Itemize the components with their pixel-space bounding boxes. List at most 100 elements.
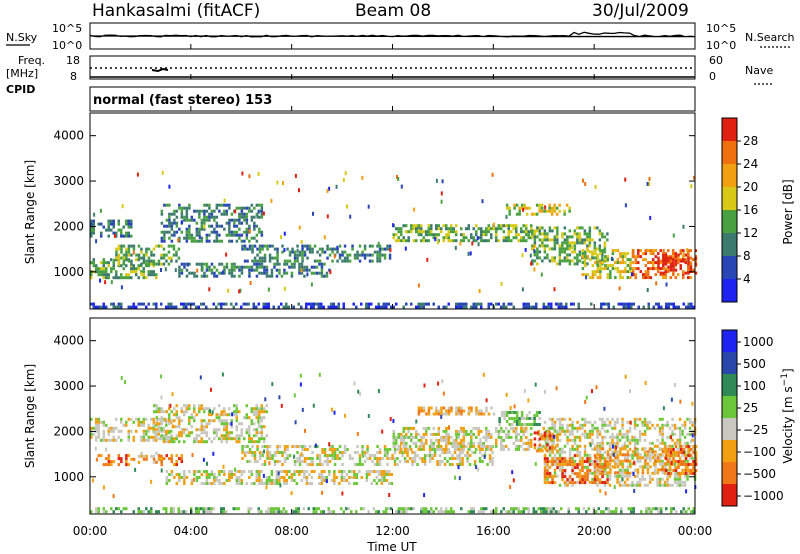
heatmap-cell bbox=[363, 253, 367, 257]
heatmap-cell bbox=[623, 441, 627, 445]
heatmap-cell bbox=[460, 429, 463, 433]
heatmap-cell bbox=[598, 478, 602, 482]
x-tick-label: 16:00 bbox=[476, 524, 511, 538]
heatmap-cell bbox=[668, 465, 672, 469]
heatmap-cell bbox=[466, 454, 469, 457]
heatmap-cell bbox=[275, 470, 279, 473]
heatmap-cell bbox=[566, 435, 569, 439]
heatmap-cell bbox=[632, 471, 635, 476]
heatmap-cell bbox=[210, 440, 213, 444]
heatmap-cell bbox=[661, 447, 664, 451]
heatmap-cell bbox=[641, 456, 645, 460]
heatmap-cell bbox=[388, 493, 391, 497]
heatmap-cell bbox=[178, 236, 181, 240]
heatmap-cell bbox=[208, 233, 211, 237]
heatmap-cell bbox=[406, 454, 409, 457]
heatmap-cell bbox=[588, 229, 592, 233]
heatmap-cell bbox=[627, 507, 630, 511]
heatmap-cell bbox=[578, 235, 582, 239]
heatmap-cell bbox=[150, 273, 153, 277]
heatmap-cell bbox=[548, 209, 551, 213]
heatmap-cell bbox=[550, 510, 553, 514]
heatmap-cell bbox=[510, 426, 513, 430]
heatmap-cell bbox=[606, 481, 609, 485]
heatmap-cell bbox=[583, 238, 587, 242]
heatmap-cell bbox=[510, 224, 513, 228]
heatmap-cell bbox=[601, 259, 604, 263]
heatmap-cell bbox=[601, 256, 604, 260]
heatmap-cell bbox=[558, 426, 562, 430]
heatmap-cell bbox=[652, 264, 655, 268]
heatmap-cell bbox=[629, 276, 632, 280]
heatmap-cell bbox=[507, 233, 510, 237]
heatmap-cell bbox=[532, 507, 535, 511]
heatmap-cell bbox=[183, 431, 186, 435]
heatmap-cell bbox=[195, 262, 199, 266]
heatmap-cell bbox=[348, 457, 352, 460]
heatmap-cell bbox=[480, 510, 483, 514]
heatmap-cell bbox=[495, 236, 498, 240]
heatmap-cell bbox=[195, 428, 198, 432]
heatmap-cell bbox=[155, 302, 158, 306]
heatmap-cell bbox=[442, 438, 445, 442]
heatmap-cell bbox=[639, 465, 642, 469]
heatmap-cell bbox=[649, 215, 652, 220]
heatmap-cell bbox=[276, 180, 279, 185]
heatmap-cell bbox=[477, 302, 480, 306]
heatmap-cell bbox=[538, 244, 542, 248]
heatmap-cell bbox=[205, 215, 209, 219]
heatmap-cell bbox=[632, 273, 635, 277]
heatmap-cell bbox=[527, 305, 530, 309]
heatmap-cell bbox=[608, 462, 612, 466]
heatmap-cell bbox=[550, 302, 553, 306]
heatmap-cell bbox=[323, 476, 326, 479]
heatmap-cell bbox=[378, 256, 382, 260]
heatmap-cell bbox=[92, 432, 95, 436]
heatmap-cell bbox=[203, 419, 206, 423]
heatmap-cell bbox=[348, 482, 351, 485]
heatmap-cell bbox=[666, 477, 669, 481]
heatmap-cell bbox=[487, 227, 490, 231]
heatmap-cell bbox=[448, 425, 450, 430]
heatmap-cell bbox=[497, 302, 500, 306]
heatmap-cell bbox=[611, 438, 614, 442]
heatmap-cell bbox=[188, 206, 191, 210]
heatmap-cell bbox=[641, 447, 645, 451]
heatmap-cell bbox=[326, 460, 329, 463]
heatmap-cell bbox=[170, 410, 173, 414]
heatmap-cell bbox=[281, 244, 284, 248]
heatmap-cell bbox=[215, 215, 219, 219]
heatmap-cell bbox=[371, 460, 374, 463]
heatmap-cell bbox=[543, 469, 547, 473]
heatmap-cell bbox=[573, 250, 577, 254]
heatmap-cell bbox=[601, 465, 605, 469]
heatmap-cell bbox=[556, 229, 559, 233]
heatmap-cell bbox=[173, 407, 176, 411]
heatmap-cell bbox=[443, 457, 447, 460]
heatmap-cell bbox=[173, 476, 176, 479]
heatmap-cell bbox=[383, 448, 387, 451]
heatmap-cell bbox=[142, 454, 146, 458]
heatmap-cell bbox=[168, 413, 171, 417]
heatmap-cell bbox=[260, 404, 263, 408]
heatmap-cell bbox=[646, 450, 650, 454]
heatmap-cell bbox=[522, 207, 525, 212]
heatmap-cell bbox=[510, 507, 513, 511]
heatmap-cell bbox=[400, 230, 403, 234]
heatmap-cell bbox=[457, 429, 460, 433]
heatmap-cell bbox=[598, 238, 602, 242]
heatmap-cell bbox=[208, 224, 211, 228]
heatmap-cell bbox=[327, 305, 330, 309]
heatmap-cell bbox=[260, 212, 264, 216]
heatmap-cell bbox=[185, 209, 189, 213]
heatmap-cell bbox=[450, 441, 453, 445]
heatmap-cell bbox=[317, 507, 320, 511]
heatmap-cell bbox=[500, 444, 503, 448]
heatmap-cell bbox=[619, 276, 622, 280]
heatmap-cell bbox=[470, 305, 473, 309]
heatmap-cell bbox=[571, 456, 574, 460]
heatmap-cell bbox=[296, 451, 299, 454]
heatmap-cell bbox=[687, 448, 690, 451]
heatmap-cell bbox=[483, 445, 487, 448]
heatmap-cell bbox=[396, 463, 399, 466]
